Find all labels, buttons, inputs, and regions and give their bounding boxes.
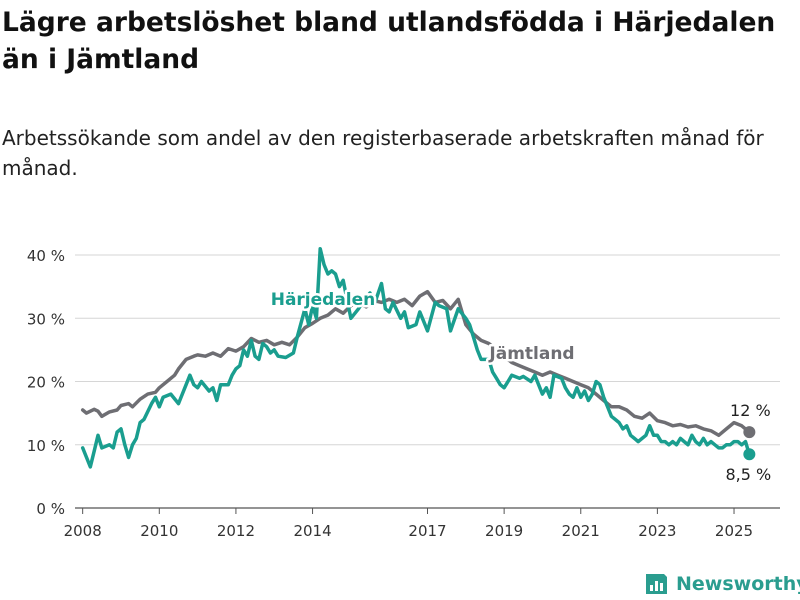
- axes: 0 % 10 % 20 % 30 % 40 % 2008 2010 2012 2014 2017 2…: [27, 247, 753, 540]
- series-end-marker: [743, 426, 756, 439]
- x-tick-label: 2017: [408, 522, 446, 540]
- end-value-label-harjedalen: 8,5 %: [725, 465, 771, 484]
- series-label-jamtland: Jämtland: [488, 344, 574, 364]
- series-end-marker: [743, 448, 756, 461]
- x-tick-label: 2008: [64, 522, 102, 540]
- x-tick-label: 2023: [638, 522, 676, 540]
- y-tick-label: 20 %: [27, 374, 65, 392]
- brand-name: Newsworthy: [676, 573, 800, 595]
- series-line-harjedalen: [80, 246, 752, 469]
- newsworthy-logo-icon: [646, 574, 667, 594]
- chart-subtitle: Arbetssökande som andel av den registerb…: [2, 126, 764, 180]
- series-label-harjedalen: Härjedalen: [271, 290, 376, 310]
- x-tick-label: 2021: [562, 522, 600, 540]
- y-tick-label: 30 %: [27, 310, 65, 328]
- brand-logo: Newsworthy: [643, 569, 800, 599]
- x-tick-label: 2012: [217, 522, 255, 540]
- series-line-jamtland: [80, 289, 752, 438]
- x-tick-label: 2019: [485, 522, 523, 540]
- end-value-label-jamtland: 12 %: [730, 401, 771, 420]
- series-labels: Härjedalen Jämtland 12 % 8,5 %: [268, 288, 773, 487]
- series-lines: [80, 246, 756, 469]
- x-tick-label: 2010: [140, 522, 178, 540]
- chart-title: Lägre arbetslöshet bland utlandsfödda i …: [2, 7, 776, 75]
- y-tick-label: 0 %: [36, 500, 65, 518]
- x-tick-label: 2025: [715, 522, 753, 540]
- y-tick-label: 40 %: [27, 247, 65, 265]
- x-tick-label: 2014: [293, 522, 331, 540]
- y-tick-label: 10 %: [27, 437, 65, 455]
